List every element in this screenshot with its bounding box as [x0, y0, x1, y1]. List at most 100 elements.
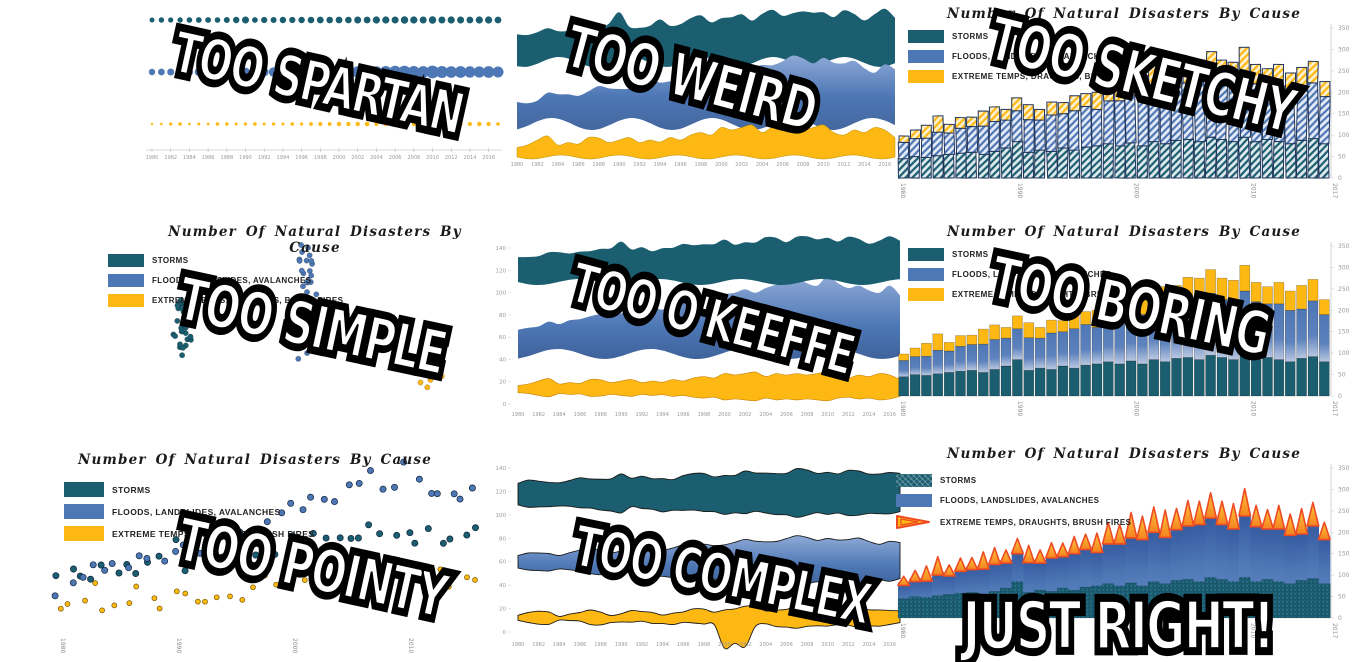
svg-text:20: 20: [499, 380, 506, 386]
svg-text:2004: 2004: [759, 412, 772, 418]
svg-text:120: 120: [496, 489, 507, 495]
storms-swatch: [108, 254, 144, 267]
svg-text:1986: 1986: [574, 642, 587, 648]
storms-swatch: [64, 482, 104, 497]
svg-text:250: 250: [1338, 286, 1350, 293]
svg-text:1980: 1980: [512, 642, 525, 648]
svg-text:2016: 2016: [482, 155, 495, 161]
svg-text:50: 50: [1338, 594, 1346, 601]
svg-text:1982: 1982: [532, 412, 545, 418]
svg-text:2012: 2012: [838, 162, 851, 168]
svg-text:2000: 2000: [333, 155, 346, 161]
svg-text:2006: 2006: [780, 642, 793, 648]
svg-text:1988: 1988: [592, 162, 605, 168]
svg-text:250: 250: [1338, 68, 1350, 75]
svg-text:2012: 2012: [842, 412, 855, 418]
svg-text:2000: 2000: [1133, 401, 1140, 416]
svg-text:350: 350: [1338, 465, 1350, 472]
legend-item-floods: FLOODS, LANDSLIDES, AVALANCHES: [896, 494, 1131, 507]
svg-text:1990: 1990: [175, 638, 182, 653]
svg-text:2010: 2010: [817, 162, 830, 168]
svg-text:1990: 1990: [1016, 401, 1023, 416]
svg-text:1994: 1994: [656, 412, 669, 418]
svg-text:1980: 1980: [146, 155, 159, 161]
svg-text:2004: 2004: [370, 155, 383, 161]
extreme-temps-swatch: [908, 288, 944, 301]
svg-text:2000: 2000: [1133, 183, 1140, 198]
svg-text:2014: 2014: [863, 412, 876, 418]
svg-text:1988: 1988: [594, 412, 607, 418]
extreme-temps-triangle-swatch: [896, 514, 932, 530]
svg-text:1996: 1996: [677, 412, 690, 418]
svg-text:1980: 1980: [512, 412, 525, 418]
svg-text:1990: 1990: [239, 155, 252, 161]
svg-text:1992: 1992: [636, 642, 649, 648]
svg-text:350: 350: [1338, 243, 1350, 250]
svg-text:2010: 2010: [821, 642, 834, 648]
legend-item-storms: STORMS: [908, 248, 1143, 261]
chart-title: Number Of Natural Disasters By Cause: [77, 452, 433, 468]
svg-text:1982: 1982: [532, 642, 545, 648]
legend-item-storms: STORMS: [908, 30, 1143, 43]
svg-text:2010: 2010: [1249, 401, 1256, 416]
svg-text:1994: 1994: [656, 642, 669, 648]
svg-text:200: 200: [1338, 307, 1350, 314]
panel-too-weird: 1980 1982 1984 1986 1988 1990 1992 1994 1996 1998…: [505, 0, 910, 207]
panel-just-right: Number Of Natural Disasters By Cause STO…: [890, 440, 1358, 662]
panel-too-complex: 140 120 100 80 60 40 20 0 1980 1982 1984 1986 1988 19…: [480, 440, 910, 662]
legend-label: STORMS: [940, 476, 977, 485]
svg-text:140: 140: [496, 246, 507, 252]
svg-text:100: 100: [1338, 572, 1350, 579]
panel-too-spartan: 1980 1982 1984 1986 1988 1990 1992 1994 1996 1998…: [0, 0, 505, 207]
svg-text:1990: 1990: [615, 412, 628, 418]
svg-text:80: 80: [499, 536, 506, 542]
panel-too-okeeffe: 140 120 100 80 60 40 20 0 1980 1982 1984 1986 1988 19…: [480, 218, 910, 430]
legend-item-storms: STORMS: [64, 482, 314, 497]
svg-text:2014: 2014: [863, 642, 876, 648]
legend-label: STORMS: [952, 32, 989, 41]
svg-text:2017: 2017: [1331, 623, 1338, 638]
floods-swatch: [908, 268, 944, 281]
svg-text:1986: 1986: [572, 162, 585, 168]
svg-text:150: 150: [1338, 111, 1350, 118]
legend-item-storms: STORMS: [108, 254, 343, 267]
legend-label: STORMS: [112, 484, 151, 495]
chart-title: Number Of Natural Disasters By Cause: [946, 6, 1302, 22]
svg-text:2000: 2000: [291, 638, 298, 653]
svg-text:100: 100: [1338, 350, 1350, 357]
svg-text:1996: 1996: [674, 162, 687, 168]
svg-text:300: 300: [1338, 264, 1350, 271]
legend: STORMS FLOODS, LANDSLIDES, AVALANCHES EX…: [896, 474, 1131, 537]
svg-text:100: 100: [496, 513, 507, 519]
svg-text:1990: 1990: [615, 642, 628, 648]
chart-title: Number Of Natural Disasters By Cause: [946, 446, 1302, 462]
svg-text:40: 40: [499, 583, 506, 589]
svg-text:1988: 1988: [594, 642, 607, 648]
svg-text:2014: 2014: [858, 162, 871, 168]
svg-text:2006: 2006: [780, 412, 793, 418]
svg-text:1992: 1992: [636, 412, 649, 418]
svg-text:1980: 1980: [899, 623, 906, 638]
svg-text:1990: 1990: [613, 162, 626, 168]
svg-text:60: 60: [499, 335, 506, 341]
svg-text:50: 50: [1338, 154, 1346, 161]
svg-text:1998: 1998: [697, 642, 710, 648]
svg-text:2000: 2000: [718, 642, 731, 648]
legend-label: STORMS: [952, 250, 989, 259]
svg-text:2010: 2010: [1249, 183, 1256, 198]
svg-text:1984: 1984: [553, 642, 566, 648]
svg-text:120: 120: [496, 268, 507, 274]
svg-text:1980: 1980: [511, 162, 524, 168]
svg-text:0: 0: [503, 402, 507, 408]
svg-text:2004: 2004: [759, 642, 772, 648]
svg-text:60: 60: [499, 560, 506, 566]
svg-text:2008: 2008: [407, 155, 420, 161]
legend-label: FLOODS, LANDSLIDES, AVALANCHES: [940, 496, 1100, 505]
svg-text:140: 140: [496, 466, 507, 472]
extreme-temps-swatch: [908, 70, 944, 83]
svg-text:2002: 2002: [739, 642, 752, 648]
panel-too-boring: Number Of Natural Disasters By Cause STO…: [890, 218, 1358, 430]
svg-text:2014: 2014: [464, 155, 477, 161]
svg-text:2008: 2008: [801, 412, 814, 418]
